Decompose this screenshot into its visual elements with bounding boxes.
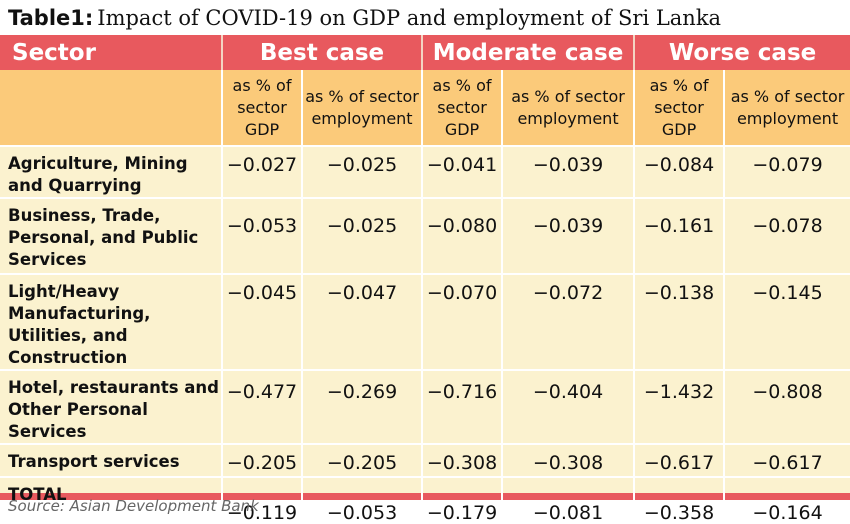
header-sector-blank <box>0 70 222 146</box>
data-table: Sector Best case Moderate case Worse cas… <box>0 35 850 524</box>
cell-value: −0.205 <box>221 443 302 477</box>
table-row: Light/Heavy Manufacturing, Utilities, an… <box>0 273 850 370</box>
cell-value: −0.072 <box>501 273 635 370</box>
cell-value: −0.070 <box>421 273 503 370</box>
cell-value: −0.269 <box>300 369 423 444</box>
table-row: Business, Trade, Personal, and Public Se… <box>0 197 850 274</box>
cell-value: −0.039 <box>501 197 635 274</box>
row-sector: Business, Trade, Personal, and Public Se… <box>0 197 222 274</box>
cell-value: −0.025 <box>300 145 423 198</box>
source-note: Source: Asian Development Bank <box>8 497 259 515</box>
table-row: Hotel, restaurants and Other Personal Se… <box>0 369 850 444</box>
cell-value: −0.080 <box>421 197 503 274</box>
subheader-employment: as % of sector employment <box>723 70 850 146</box>
cell-value: −0.081 <box>501 476 635 524</box>
cell-value: −0.164 <box>723 476 850 524</box>
row-sector: Agriculture, Mining and Quarrying <box>0 145 222 198</box>
cell-value: −0.079 <box>723 145 850 198</box>
cell-value: −1.432 <box>633 369 725 444</box>
table-title-text: Impact of COVID-19 on GDP and employment… <box>97 6 722 30</box>
row-sector: Hotel, restaurants and Other Personal Se… <box>0 369 222 444</box>
cell-value: −0.025 <box>300 197 423 274</box>
subheader-gdp: as % of sector GDP <box>633 70 725 146</box>
cell-value: −0.078 <box>723 197 850 274</box>
cell-value: −0.027 <box>221 145 302 198</box>
cell-value: −0.084 <box>633 145 725 198</box>
subheader-employment: as % of sector employment <box>300 70 423 146</box>
table-row: Transport services −0.205 −0.205 −0.308 … <box>0 443 850 477</box>
cell-value: −0.477 <box>221 369 302 444</box>
table-title-lead: Table1: <box>8 6 94 30</box>
subheader-gdp: as % of sector GDP <box>221 70 302 146</box>
table-title: Table1: Impact of COVID-19 on GDP and emp… <box>8 4 721 32</box>
header-best-case: Best case <box>220 35 423 70</box>
data-table-container: Sector Best case Moderate case Worse cas… <box>0 35 850 524</box>
cell-value: −0.161 <box>633 197 725 274</box>
cell-value: −0.179 <box>421 476 503 524</box>
cell-value: −0.119 <box>221 476 302 524</box>
cell-value: −0.808 <box>723 369 850 444</box>
cell-value: −0.205 <box>300 443 423 477</box>
cell-value: −0.138 <box>633 273 725 370</box>
cell-value: −0.358 <box>633 476 725 524</box>
cell-value: −0.716 <box>421 369 503 444</box>
cell-value: −0.145 <box>723 273 850 370</box>
table-row: Agriculture, Mining and Quarrying −0.027… <box>0 145 850 198</box>
cell-value: −0.617 <box>723 443 850 477</box>
table-row-total: TOTAL −0.119 −0.053 −0.179 −0.081 −0.358… <box>0 476 850 524</box>
subheader-gdp: as % of sector GDP <box>421 70 503 146</box>
cell-value: −0.047 <box>300 273 423 370</box>
cell-value: −0.053 <box>221 197 302 274</box>
header-sector: Sector <box>0 35 222 70</box>
header-moderate-case: Moderate case <box>421 35 635 70</box>
row-sector: Transport services <box>0 443 222 477</box>
cell-value: −0.041 <box>421 145 503 198</box>
header-row-subcolumns: as % of sector GDP as % of sector employ… <box>0 70 850 146</box>
row-sector: TOTAL <box>0 476 222 524</box>
cell-value: −0.308 <box>421 443 503 477</box>
cell-value: −0.045 <box>221 273 302 370</box>
header-row-groups: Sector Best case Moderate case Worse cas… <box>0 35 850 70</box>
cell-value: −0.053 <box>300 476 423 524</box>
cell-value: −0.039 <box>501 145 635 198</box>
cell-value: −0.617 <box>633 443 725 477</box>
cell-value: −0.404 <box>501 369 635 444</box>
header-worse-case: Worse case <box>633 35 850 70</box>
cell-value: −0.308 <box>501 443 635 477</box>
subheader-employment: as % of sector employment <box>501 70 635 146</box>
row-sector: Light/Heavy Manufacturing, Utilities, an… <box>0 273 222 370</box>
